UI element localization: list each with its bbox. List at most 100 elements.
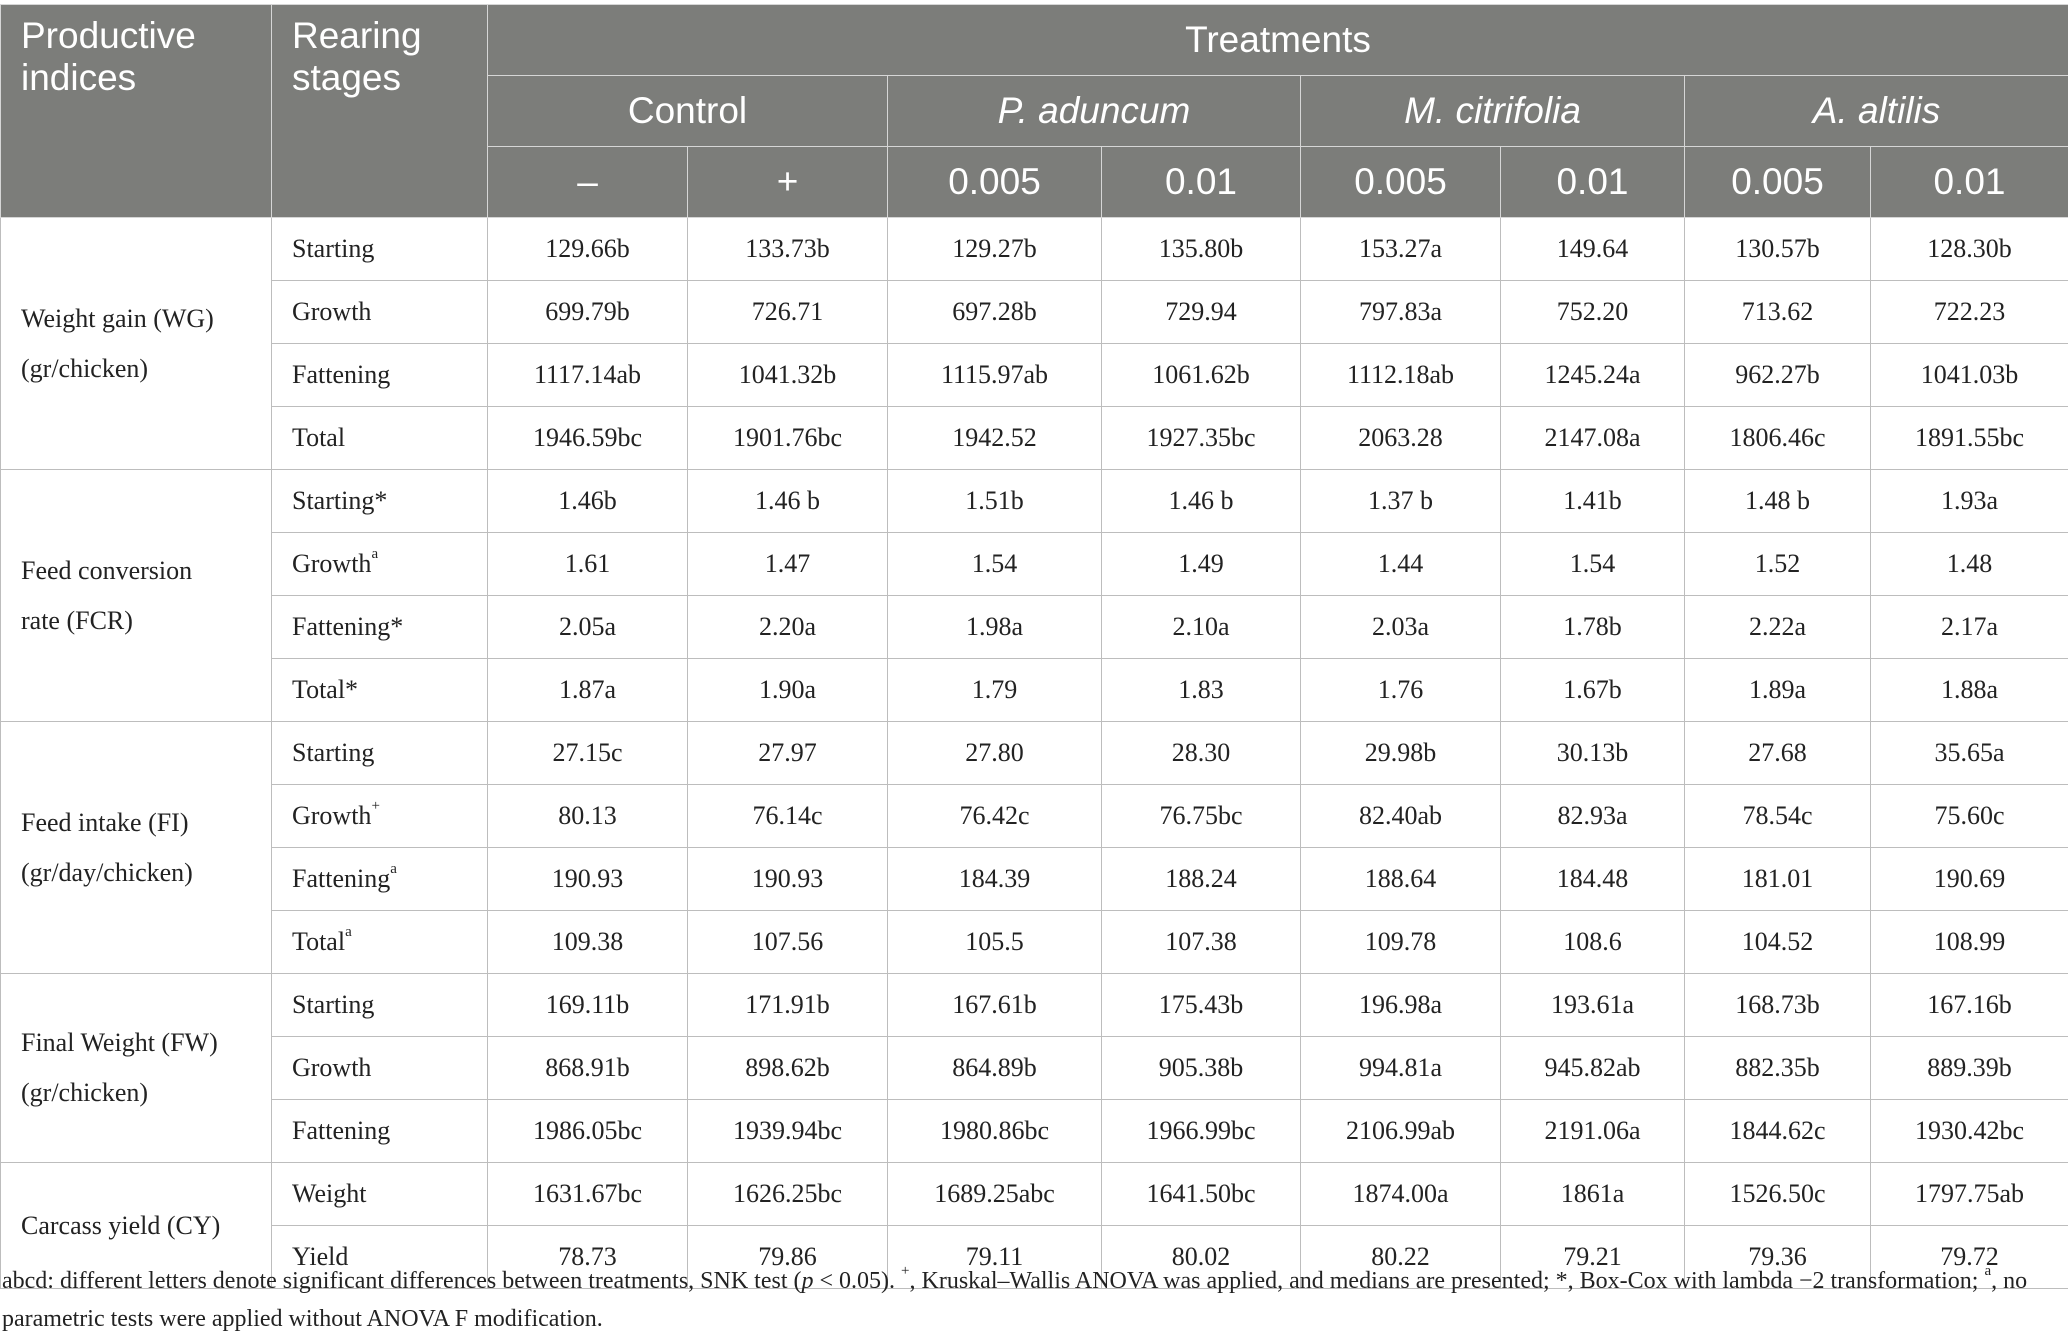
value-cell: 175.43b bbox=[1101, 973, 1301, 1037]
value-cell: 27.80 bbox=[887, 721, 1102, 785]
value-cell: 78.54c bbox=[1684, 784, 1871, 848]
value-cell: 889.39b bbox=[1870, 1036, 2068, 1100]
value-cell: 1.46 b bbox=[687, 469, 888, 533]
section-label: Weight gain (WG) (gr/chicken) bbox=[0, 217, 272, 470]
value-cell: 882.35b bbox=[1684, 1036, 1871, 1100]
value-cell: 1.61 bbox=[487, 532, 688, 596]
value-cell: 169.11b bbox=[487, 973, 688, 1037]
value-cell: 75.60c bbox=[1870, 784, 2068, 848]
stage-name: Growth bbox=[292, 1053, 372, 1082]
value-cell: 1.51b bbox=[887, 469, 1102, 533]
value-cell: 1.49 bbox=[1101, 532, 1301, 596]
value-cell: 697.28b bbox=[887, 280, 1102, 344]
results-table-container: Productive indices Rearing stages Treatm… bbox=[0, 4, 2068, 1289]
value-cell: 28.30 bbox=[1101, 721, 1301, 785]
value-cell: 1.46 b bbox=[1101, 469, 1301, 533]
value-cell: 1.87a bbox=[487, 658, 688, 722]
section-label-line: rate (FCR) bbox=[21, 605, 133, 635]
value-cell: 1.54 bbox=[887, 532, 1102, 596]
value-cell: 128.30b bbox=[1870, 217, 2068, 281]
stage-cell: Totala bbox=[271, 910, 488, 974]
value-cell: 129.27b bbox=[887, 217, 1102, 281]
value-cell: 29.98b bbox=[1300, 721, 1501, 785]
stage-footnote-mark: + bbox=[371, 798, 380, 815]
value-cell: 713.62 bbox=[1684, 280, 1871, 344]
value-cell: 1.98a bbox=[887, 595, 1102, 659]
value-cell: 188.64 bbox=[1300, 847, 1501, 911]
value-cell: 82.40ab bbox=[1300, 784, 1501, 848]
stage-cell: Total bbox=[271, 406, 488, 470]
table-row: Fattening* 2.05a 2.20a 1.98a 2.10a 2.03a 1.78b… bbox=[1, 595, 2068, 659]
value-cell: 79.36 bbox=[1684, 1225, 1871, 1289]
stage-name: Growth bbox=[292, 297, 372, 326]
table-row: Weight gain (WG) (gr/chicken) Starting 129.… bbox=[0, 217, 2068, 470]
value-cell: 2106.99ab bbox=[1300, 1099, 1501, 1163]
value-cell: 1797.75ab bbox=[1870, 1162, 2068, 1226]
value-cell: 994.81a bbox=[1300, 1036, 1501, 1100]
stage-cell: Weight bbox=[271, 1162, 488, 1226]
value-cell: 2191.06a bbox=[1500, 1099, 1685, 1163]
section-label-line: (gr/chicken) bbox=[21, 353, 149, 383]
footnote-part4: , no parametric tests were applied witho… bbox=[2, 1268, 2028, 1332]
value-cell: 190.93 bbox=[687, 847, 888, 911]
value-cell: 109.78 bbox=[1300, 910, 1501, 974]
value-cell: 190.69 bbox=[1870, 847, 2068, 911]
stage-footnote-mark: a bbox=[390, 861, 397, 878]
value-cell: 130.57b bbox=[1684, 217, 1871, 281]
value-cell: 1901.76bc bbox=[687, 406, 888, 470]
value-cell: 1980.86bc bbox=[887, 1099, 1102, 1163]
value-cell: 168.73b bbox=[1684, 973, 1871, 1037]
header-group-p-aduncum: P. aduncum bbox=[887, 75, 1301, 147]
stage-cell: Growth bbox=[271, 280, 488, 344]
value-cell: 1112.18ab bbox=[1300, 343, 1501, 407]
stage-cell: Starting bbox=[271, 721, 488, 785]
value-cell: 1.48 b bbox=[1684, 469, 1871, 533]
value-cell: 1.47 bbox=[687, 532, 888, 596]
value-cell: 184.48 bbox=[1500, 847, 1685, 911]
value-cell: 868.91b bbox=[487, 1036, 688, 1100]
value-cell: 1.46b bbox=[487, 469, 688, 533]
value-cell: 27.97 bbox=[687, 721, 888, 785]
stage-name: Weight bbox=[292, 1179, 367, 1208]
value-cell: 193.61a bbox=[1500, 973, 1685, 1037]
value-cell: 76.42c bbox=[887, 784, 1102, 848]
table-row: Feed intake (FI) (gr/day/chicken) Starting… bbox=[0, 721, 2068, 974]
stage-cell: Starting* bbox=[271, 469, 488, 533]
value-cell: 1.41b bbox=[1500, 469, 1685, 533]
value-cell: 108.99 bbox=[1870, 910, 2068, 974]
value-cell: 1930.42bc bbox=[1870, 1099, 2068, 1163]
value-cell: 2.05a bbox=[487, 595, 688, 659]
stage-cell: Growth+ bbox=[271, 784, 488, 848]
footnote-p: p bbox=[801, 1268, 814, 1294]
value-cell: 76.14c bbox=[687, 784, 888, 848]
value-cell: 1631.67bc bbox=[487, 1162, 688, 1226]
value-cell: 1117.14ab bbox=[487, 343, 688, 407]
value-cell: 78.73 bbox=[487, 1225, 688, 1289]
stage-cell: Starting bbox=[271, 217, 488, 281]
stage-cell: Total* bbox=[271, 658, 488, 722]
section-label-line: (gr/chicken) bbox=[21, 1078, 149, 1107]
value-cell: 80.02 bbox=[1101, 1225, 1301, 1289]
value-cell: 35.65a bbox=[1870, 721, 2068, 785]
header-col1-line2: indices bbox=[21, 57, 137, 98]
section-label-line: Carcass yield (CY) bbox=[21, 1210, 221, 1240]
value-cell: 1806.46c bbox=[1684, 406, 1871, 470]
value-cell: 1.76 bbox=[1300, 658, 1501, 722]
value-cell: 1041.32b bbox=[687, 343, 888, 407]
table-row: Carcass yield (CY) Weight 1631.67bc 1626.25… bbox=[0, 1162, 2068, 1289]
value-cell: 133.73b bbox=[687, 217, 888, 281]
value-cell: 898.62b bbox=[687, 1036, 888, 1100]
value-cell: 80.13 bbox=[487, 784, 688, 848]
productive-indices-table: Productive indices Rearing stages Treatm… bbox=[0, 4, 2068, 1289]
header-col2-line1: Rearing bbox=[292, 15, 422, 56]
value-cell: 1.88a bbox=[1870, 658, 2068, 722]
header-dose-7: 0.01 bbox=[1870, 146, 2068, 218]
value-cell: 2.20a bbox=[687, 595, 888, 659]
table-row: Feed conversion rate (FCR) Starting* 1.46b 1… bbox=[0, 469, 2068, 722]
value-cell: 1891.55bc bbox=[1870, 406, 2068, 470]
value-cell: 2.17a bbox=[1870, 595, 2068, 659]
footnote-part2: < 0.05). bbox=[813, 1268, 902, 1294]
table-row: Growth 699.79b 726.71 697.28b 729.94 797.83a 7… bbox=[1, 280, 2068, 344]
value-cell: 79.86 bbox=[687, 1225, 888, 1289]
value-cell: 1.48 bbox=[1870, 532, 2068, 596]
